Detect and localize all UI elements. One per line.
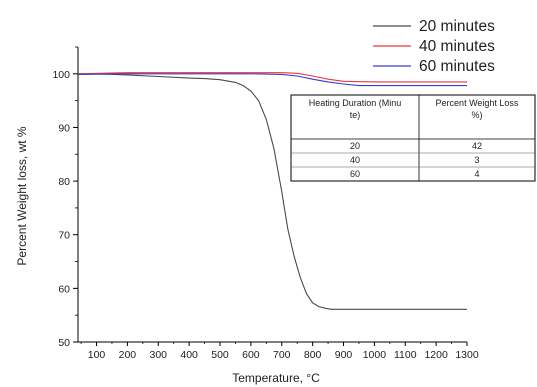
table-header-line: Heating Duration (Minu xyxy=(309,98,402,108)
table-header-cell-2: Percent Weight Loss%) xyxy=(436,98,519,120)
axes: 100 200 300 400 500 600 700 800 900 1000 1100 1200 1… xyxy=(52,46,479,361)
table-header-line: Percent Weight Loss xyxy=(436,98,519,108)
y-tick-label: 80 xyxy=(58,176,70,188)
x-tick-label: 600 xyxy=(242,349,260,361)
x-tick-label: 500 xyxy=(211,349,229,361)
y-axis-title: Percent Weight loss, wt % xyxy=(15,126,29,265)
x-tick-label: 1300 xyxy=(455,349,479,361)
x-tick-label: 1200 xyxy=(424,349,448,361)
y-tick-label: 50 xyxy=(58,337,70,349)
legend-label-0: 20 minutes xyxy=(419,18,495,35)
table-cell: 40 xyxy=(350,155,360,165)
table-cell: 20 xyxy=(350,141,360,151)
series-layer xyxy=(77,72,467,310)
table-header-line: %) xyxy=(472,110,483,120)
x-tick-label: 700 xyxy=(273,349,291,361)
y-tick-label: 90 xyxy=(58,122,70,134)
x-tick-label: 200 xyxy=(119,349,137,361)
legend-label-1: 40 minutes xyxy=(419,38,495,55)
legend: 20 minutes 40 minutes 60 minutes xyxy=(373,18,495,75)
x-tick-label: 100 xyxy=(88,349,106,361)
y-tick-label: 60 xyxy=(58,283,70,295)
series-line-1 xyxy=(77,72,467,83)
x-tick-label: 1100 xyxy=(394,349,417,361)
table-cell: 42 xyxy=(472,141,482,151)
inset-table: Heating Duration (Minu te) Percent Weight … xyxy=(290,94,536,182)
x-tick-label: 300 xyxy=(150,349,168,361)
table-header-cell-1: Heating Duration (Minu te) xyxy=(309,98,402,120)
x-tick-label: 400 xyxy=(180,349,198,361)
table-cell: 3 xyxy=(474,155,479,165)
x-tick-label: 800 xyxy=(304,349,322,361)
series-line-2 xyxy=(77,73,467,87)
x-tick-label: 1000 xyxy=(363,349,387,361)
table-cell: 4 xyxy=(474,169,479,179)
legend-label-2: 60 minutes xyxy=(419,58,495,75)
y-tick-label: 70 xyxy=(58,230,70,242)
series-line-0 xyxy=(78,73,467,310)
table-border xyxy=(290,94,536,182)
table-cell: 60 xyxy=(350,169,360,179)
x-axis-title: Temperature, °C xyxy=(232,371,320,385)
table-header-line: te) xyxy=(350,110,361,120)
y-tick-label: 100 xyxy=(52,69,70,81)
x-tick-label: 900 xyxy=(335,349,353,361)
